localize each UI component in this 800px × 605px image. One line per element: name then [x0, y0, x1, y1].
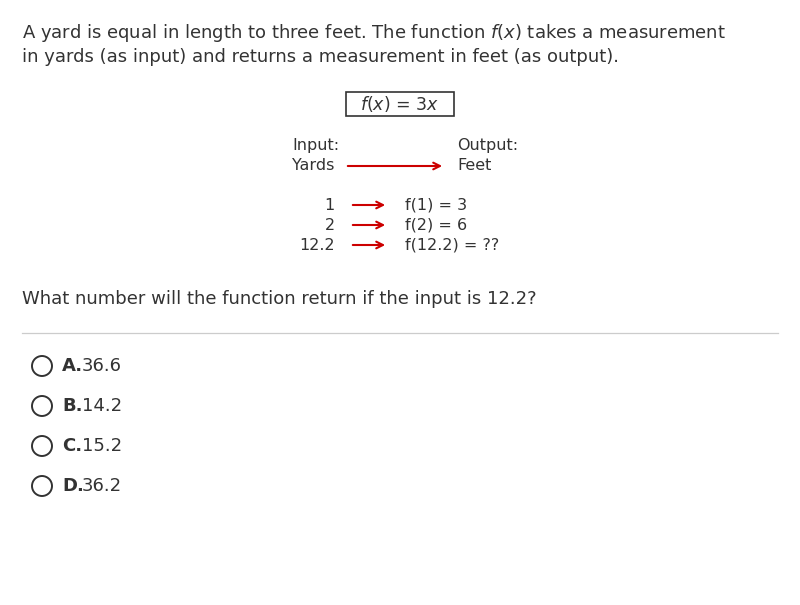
Circle shape	[32, 396, 52, 416]
Text: 1: 1	[325, 197, 335, 212]
Text: Yards: Yards	[292, 158, 334, 173]
Text: Input:: Input:	[292, 138, 339, 153]
Text: What number will the function return if the input is 12.2?: What number will the function return if …	[22, 290, 537, 308]
Text: Output:: Output:	[457, 138, 518, 153]
Text: 14.2: 14.2	[82, 397, 122, 415]
Text: A yard is equal in length to three feet. The function $\mathit{f}$($\mathit{x}$): A yard is equal in length to three feet.…	[22, 22, 726, 44]
Text: in yards (as input) and returns a measurement in feet (as output).: in yards (as input) and returns a measur…	[22, 48, 619, 66]
Text: 2: 2	[325, 218, 335, 232]
Text: D.: D.	[62, 477, 84, 495]
Text: f(1) = 3: f(1) = 3	[405, 197, 467, 212]
Circle shape	[32, 476, 52, 496]
Text: f(12.2) = ??: f(12.2) = ??	[405, 238, 499, 252]
Circle shape	[32, 356, 52, 376]
Text: f(2) = 6: f(2) = 6	[405, 218, 467, 232]
Text: C.: C.	[62, 437, 82, 455]
FancyBboxPatch shape	[346, 92, 454, 116]
Text: 36.6: 36.6	[82, 357, 122, 375]
Text: B.: B.	[62, 397, 82, 415]
Text: $\mathit{f}$($\mathit{x}$) = 3$\mathit{x}$: $\mathit{f}$($\mathit{x}$) = 3$\mathit{x…	[361, 94, 439, 114]
Circle shape	[32, 436, 52, 456]
Text: Feet: Feet	[457, 158, 491, 173]
Text: 12.2: 12.2	[299, 238, 335, 252]
Text: 15.2: 15.2	[82, 437, 122, 455]
Text: 36.2: 36.2	[82, 477, 122, 495]
Text: A.: A.	[62, 357, 83, 375]
